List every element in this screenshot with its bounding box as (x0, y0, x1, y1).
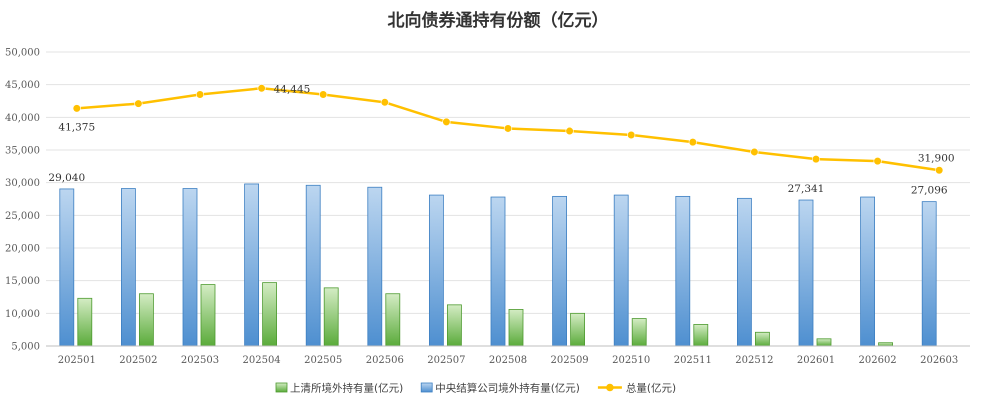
bar-zhongzhai (244, 183, 260, 347)
y-tick-label: 30,000 (5, 178, 40, 189)
bar-zhongzhai (552, 195, 567, 347)
bar-shangqingsuo (200, 284, 216, 347)
total-line (72, 84, 944, 175)
x-tick-label: 202503 (181, 355, 219, 366)
bar-shangqingsuo (77, 297, 93, 347)
bar-shangqingsuo (693, 324, 709, 347)
bar-zhongzhai (490, 196, 506, 347)
x-tick-label: 202512 (735, 355, 773, 366)
data-label: 29,040 (48, 172, 85, 184)
bar-shangqingsuo (323, 287, 339, 347)
bar-shangqingsuo (755, 331, 770, 347)
bar-zhongzhai (737, 197, 752, 347)
bar-zhongzhai (921, 201, 937, 347)
legend-swatch (275, 382, 288, 393)
y-tick-label: 20,000 (5, 244, 40, 255)
bar-zhongzhai (675, 195, 691, 347)
bar-shangqingsuo (385, 293, 401, 347)
total-point (72, 104, 81, 113)
axes: 5,000 10,000 15,000 20,000 25,000 30,000 35,00… (5, 48, 970, 366)
bar-zhongzhai (182, 188, 198, 347)
bar-shangqingsuo (262, 282, 278, 347)
y-tick-label: 10,000 (5, 309, 40, 320)
bars (59, 183, 937, 347)
bar-zhongzhai (613, 194, 629, 347)
legend-label: 上清所境外持有量(亿元) (290, 382, 403, 395)
legend-label: 中央结算公司境外持有量(亿元) (435, 382, 580, 395)
bar-shangqingsuo (138, 293, 154, 347)
total-point (935, 166, 944, 175)
total-point (195, 90, 205, 99)
data-label: 27,341 (788, 183, 825, 195)
x-tick-label: 202511 (674, 355, 712, 366)
bar-zhongzhai (305, 184, 321, 347)
total-point (503, 124, 513, 133)
x-tick-label: 202509 (551, 355, 589, 366)
bar-zhongzhai (860, 196, 875, 347)
total-point (380, 98, 389, 107)
bar-zhongzhai (428, 194, 444, 347)
total-point (565, 126, 574, 136)
legend-item-zhongzhai: 中央结算公司境外持有量(亿元) (420, 382, 580, 395)
chart-title: 北向债券通持有份额（亿元） (388, 10, 609, 31)
total-point (257, 84, 266, 93)
legend-item-total: 总量(亿元) (597, 382, 676, 395)
legend-label: 总量(亿元) (626, 382, 676, 395)
y-tick-label: 15,000 (5, 276, 40, 287)
bar-zhongzhai (59, 188, 75, 347)
data-labels: 41,375 44,445 31,900 29,040 27,341 27,096 (48, 83, 954, 196)
bar-shangqingsuo (570, 312, 585, 347)
total-point (688, 138, 697, 147)
x-tick-label: 202507 (427, 355, 465, 366)
y-tick-label: 25,000 (5, 211, 40, 222)
x-tick-label: 202505 (304, 355, 342, 366)
x-tick-label: 202510 (612, 355, 650, 366)
legend-marker (606, 383, 614, 392)
total-point (627, 130, 636, 140)
data-label: 31,900 (918, 152, 955, 164)
total-point (750, 147, 759, 157)
bar-zhongzhai (367, 186, 383, 347)
total-point (134, 99, 143, 108)
bar-zhongzhai (798, 199, 814, 347)
x-tick-label: 202501 (58, 355, 96, 366)
data-label: 27,096 (911, 185, 948, 197)
x-tick-label: 202601 (797, 355, 835, 366)
y-tick-label: 40,000 (5, 113, 40, 124)
x-tick-label: 202504 (243, 355, 281, 366)
x-tick-label: 202502 (119, 355, 157, 366)
y-tick-label: 5,000 (11, 342, 40, 353)
bar-shangqingsuo (446, 304, 462, 347)
bar-shangqingsuo (508, 309, 524, 347)
x-tick-label: 202602 (859, 355, 897, 366)
legend-swatch (420, 382, 433, 393)
data-label: 41,375 (58, 121, 95, 133)
total-point (873, 157, 882, 166)
legend-item-shangqingsuo: 上清所境外持有量(亿元) (275, 382, 403, 395)
legend: 上清所境外持有量(亿元) 中央结算公司境外持有量(亿元) 总量(亿元) (275, 382, 676, 395)
grid (46, 51, 970, 314)
total-point (442, 117, 451, 127)
x-tick-label: 202603 (920, 355, 958, 366)
x-tick-label: 202506 (366, 355, 404, 366)
total-point (811, 155, 821, 164)
x-tick-label: 202508 (489, 355, 527, 366)
bar-shangqingsuo (631, 318, 647, 347)
data-label: 44,445 (274, 83, 311, 95)
bar-shangqingsuo (816, 338, 832, 347)
total-point (319, 90, 328, 99)
bar-zhongzhai (121, 188, 136, 347)
y-tick-label: 35,000 (5, 146, 40, 157)
y-tick-label: 50,000 (5, 48, 40, 59)
y-tick-label: 45,000 (5, 80, 40, 91)
